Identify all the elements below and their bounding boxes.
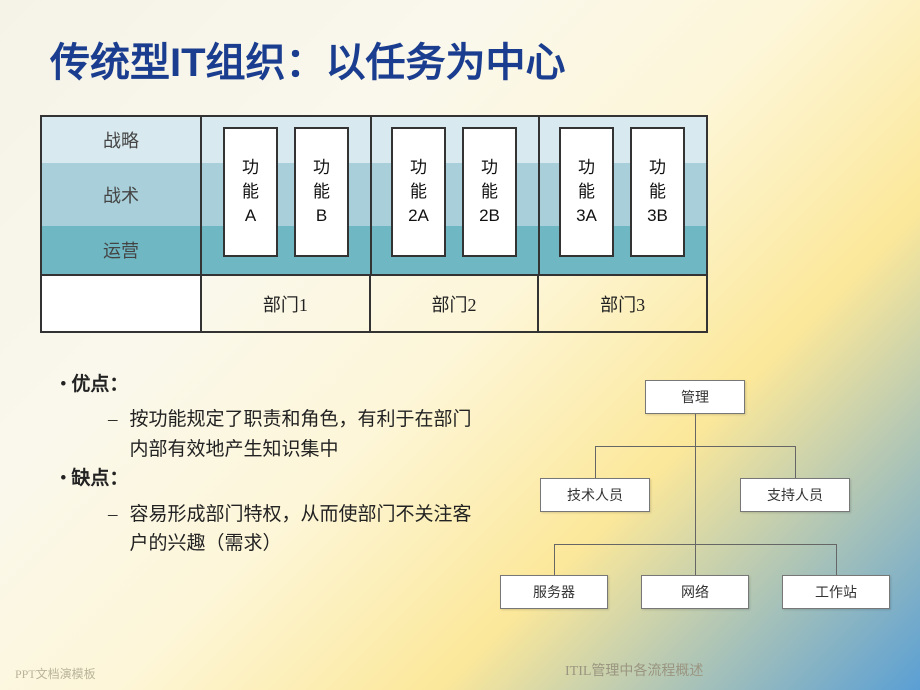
footer-right: ITIL管理中各流程概述 — [565, 660, 703, 680]
row-label: 战术 — [42, 163, 202, 226]
org-leaf: 网络 — [641, 575, 749, 609]
disadvantage-text: 容易形成部门特权，从而使部门不关注客户的兴趣（需求） — [108, 500, 480, 559]
function-box: 功能3A — [559, 127, 614, 257]
org-mid: 支持人员 — [740, 478, 850, 512]
org-mid: 技术人员 — [540, 478, 650, 512]
function-box: 功能2A — [391, 127, 446, 257]
function-box: 功能2B — [462, 127, 517, 257]
org-leaf: 服务器 — [500, 575, 608, 609]
footer-left: PPT文档演模板 — [15, 665, 96, 682]
matrix-diagram: 战略 战术 运营 功能A 功能B 功能2A 功能2B 功能3A 功能3B — [40, 115, 708, 333]
row-label: 战略 — [42, 117, 202, 163]
dept-cell: 部门2 — [369, 276, 538, 331]
advantage-text: 按功能规定了职责和角色，有利于在部门内部有效地产生知识集中 — [108, 405, 480, 464]
department-row: 部门1 部门2 部门3 — [42, 276, 706, 331]
dept-cell: 部门3 — [537, 276, 706, 331]
advantage-label: 优点： — [60, 370, 480, 399]
row-label: 运营 — [42, 226, 202, 274]
org-chart: 管理 技术人员 支持人员 服务器 网络 工作站 — [490, 380, 890, 630]
function-box: 功能3B — [630, 127, 685, 257]
dept-cell: 部门1 — [202, 276, 369, 331]
bullets: 优点： 按功能规定了职责和角色，有利于在部门内部有效地产生知识集中 缺点： 容易… — [60, 370, 480, 559]
function-box: 功能B — [294, 127, 349, 257]
org-root: 管理 — [645, 380, 745, 414]
org-leaf: 工作站 — [782, 575, 890, 609]
disadvantage-label: 缺点： — [60, 464, 480, 493]
page-title: 传统型IT组织：以任务为中心 — [0, 0, 920, 88]
function-box: 功能A — [223, 127, 278, 257]
function-boxes: 功能A 功能B 功能2A 功能2B 功能3A 功能3B — [202, 127, 706, 221]
